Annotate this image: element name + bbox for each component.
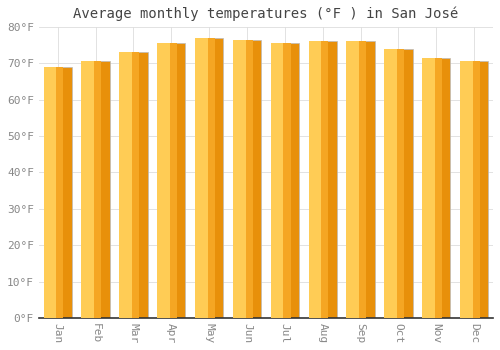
Bar (397, 49, 404, 318)
Bar (346, 41, 375, 318)
Bar (308, 41, 337, 318)
Bar (157, 43, 170, 318)
Bar (132, 52, 139, 318)
Bar (435, 58, 442, 318)
Bar (44, 67, 72, 318)
Bar (384, 49, 412, 318)
Bar (472, 61, 480, 318)
Bar (422, 58, 450, 318)
Bar (270, 43, 283, 318)
Bar (170, 43, 177, 318)
Bar (284, 43, 290, 318)
Bar (195, 38, 224, 318)
Bar (195, 38, 207, 318)
Bar (56, 67, 64, 318)
Bar (82, 61, 94, 318)
Bar (233, 40, 261, 318)
Bar (208, 38, 215, 318)
Bar (422, 58, 435, 318)
Title: Average monthly temperatures (°F ) in San José: Average monthly temperatures (°F ) in Sa… (74, 7, 458, 21)
Bar (157, 43, 186, 318)
Bar (384, 49, 397, 318)
Bar (322, 41, 328, 318)
Bar (119, 52, 132, 318)
Bar (346, 41, 359, 318)
Bar (308, 41, 322, 318)
Bar (119, 52, 148, 318)
Bar (270, 43, 299, 318)
Bar (82, 61, 110, 318)
Bar (233, 40, 245, 318)
Bar (44, 67, 57, 318)
Bar (460, 61, 488, 318)
Bar (246, 40, 252, 318)
Bar (359, 41, 366, 318)
Bar (460, 61, 472, 318)
Bar (94, 61, 102, 318)
